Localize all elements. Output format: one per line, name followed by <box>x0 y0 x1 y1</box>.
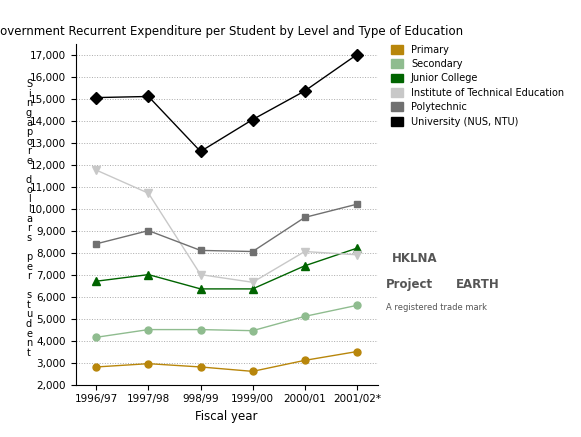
Line: Junior College: Junior College <box>92 244 361 293</box>
Line: University (NUS, NTU): University (NUS, NTU) <box>92 51 361 156</box>
Polytechnic <box>145 228 152 233</box>
Text: EARTH: EARTH <box>456 278 500 291</box>
X-axis label: Fiscal year: Fiscal year <box>195 410 258 423</box>
Junior College <box>249 286 256 291</box>
Polytechnic <box>301 215 308 220</box>
Primary <box>301 358 308 363</box>
Legend: Primary, Secondary, Junior College, Institute of Technical Education, Polytechni: Primary, Secondary, Junior College, Inst… <box>389 42 567 129</box>
Line: Secondary: Secondary <box>93 302 360 341</box>
Junior College <box>145 272 152 277</box>
Polytechnic <box>93 241 100 246</box>
University (NUS, NTU) <box>145 94 152 99</box>
Line: Polytechnic: Polytechnic <box>93 201 360 255</box>
Primary <box>197 364 204 370</box>
Polytechnic <box>249 249 256 254</box>
Institute of Technical Education <box>145 191 152 196</box>
Institute of Technical Education <box>249 280 256 285</box>
University (NUS, NTU) <box>93 95 100 100</box>
University (NUS, NTU) <box>197 149 204 154</box>
Text: HKLNA: HKLNA <box>392 252 438 265</box>
Polytechnic <box>197 248 204 253</box>
Secondary <box>353 303 360 308</box>
Junior College <box>93 278 100 284</box>
Text: Project: Project <box>386 278 433 291</box>
Primary <box>353 349 360 354</box>
Primary <box>93 364 100 370</box>
Junior College <box>353 246 360 251</box>
University (NUS, NTU) <box>353 52 360 57</box>
Primary <box>145 361 152 366</box>
Secondary <box>93 335 100 340</box>
Junior College <box>197 286 204 291</box>
Secondary <box>145 327 152 332</box>
Title: Government Recurrent Expenditure per Student by Level and Type of Education: Government Recurrent Expenditure per Stu… <box>0 25 462 38</box>
Institute of Technical Education <box>197 272 204 277</box>
Text: S
i
n
g
a
p
o
r
e
 
d
o
l
l
a
r
s
 
p
e
r
 
s
t
u
d
e
n
t: S i n g a p o r e d o l l a r s p e r s … <box>26 79 32 358</box>
Primary <box>249 369 256 374</box>
University (NUS, NTU) <box>301 88 308 94</box>
Secondary <box>301 314 308 319</box>
Institute of Technical Education <box>93 167 100 173</box>
Line: Institute of Technical Education: Institute of Technical Education <box>92 166 361 287</box>
Polytechnic <box>353 201 360 207</box>
Junior College <box>301 263 308 268</box>
Secondary <box>197 327 204 332</box>
University (NUS, NTU) <box>249 117 256 122</box>
Institute of Technical Education <box>353 252 360 257</box>
Secondary <box>249 328 256 333</box>
Line: Primary: Primary <box>93 348 360 375</box>
Text: A registered trade mark: A registered trade mark <box>386 303 487 312</box>
Institute of Technical Education <box>301 249 308 254</box>
